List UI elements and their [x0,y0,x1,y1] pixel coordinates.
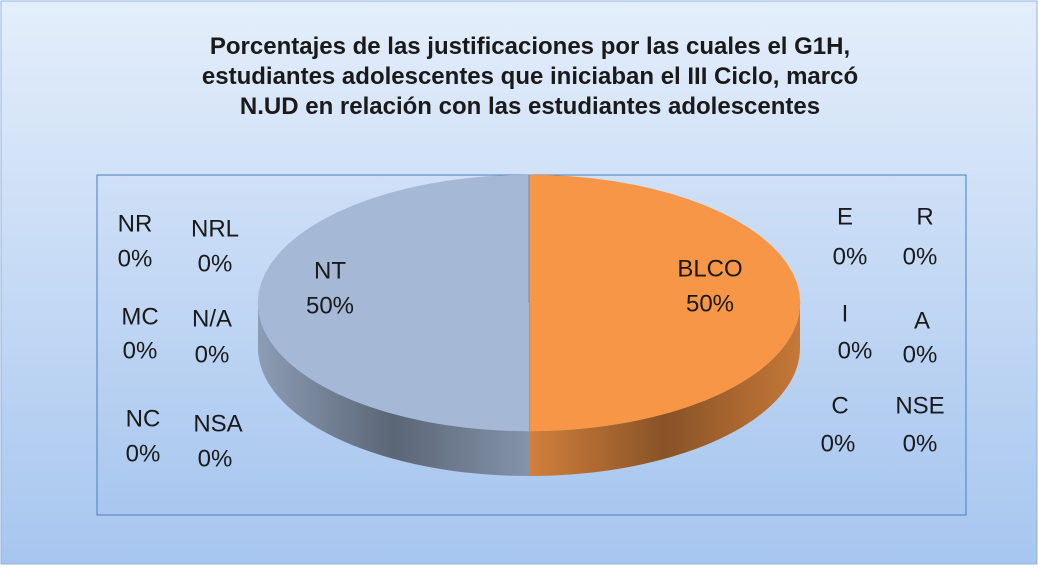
slice-category-label: R [916,203,933,230]
slice-value-label: 50% [686,290,734,317]
slice-category-label: NC [126,405,161,432]
slice-value-label: 0% [903,430,938,457]
slice-value-label: 0% [123,337,158,364]
pie-side-shade [258,303,529,476]
slice-value-label: 0% [821,430,856,457]
pie-slice [528,174,801,432]
slice-category-label: E [837,203,853,230]
slice-value-label: 50% [306,292,354,319]
slice-value-label: 0% [903,243,938,270]
slice-category-label: NSE [895,392,944,419]
slice-value-label: 0% [195,341,230,368]
slice-category-label: C [831,392,848,419]
slice-category-label: NRL [191,215,239,242]
slice-value-label: 0% [838,337,873,364]
title-box: Porcentajes de las justificaciones por l… [201,33,859,120]
slice-value-label: 0% [198,250,233,277]
slice-value-label: 0% [833,243,868,270]
slice-value-label: 0% [118,245,153,272]
slice-category-label: NSA [193,410,242,437]
slice-category-label: NR [118,210,153,237]
slice-category-label: BLCO [677,255,742,282]
slice-value-label: 0% [198,445,233,472]
pie-side-shade [529,303,800,476]
slice-value-label: 0% [903,341,938,368]
chart-title: Porcentajes de las justificaciones por l… [201,33,859,120]
slice-category-label: MC [121,303,158,330]
pie-slice [257,174,530,432]
slice-category-label: A [914,307,930,334]
slice-value-label: 0% [126,440,161,467]
slice-category-label: I [842,300,849,327]
slice-category-label: NT [314,257,346,284]
slice-category-label: N/A [192,305,232,332]
